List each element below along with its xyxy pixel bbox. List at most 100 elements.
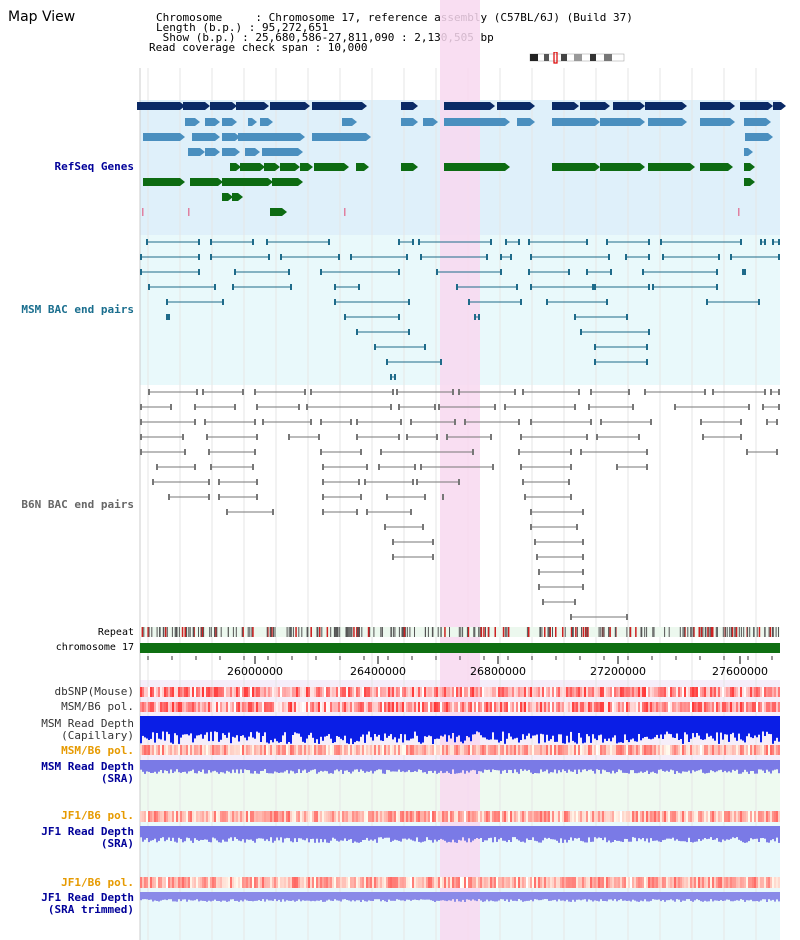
chromosome-ideogram[interactable] — [528, 52, 628, 64]
repeat-mark — [310, 627, 312, 637]
jf1-depth-bar — [188, 826, 190, 839]
msm-b6-pol2-heat-cell — [158, 745, 160, 755]
jf1-b6-pol2-heat-cell — [566, 877, 568, 888]
dbsnp-heat-cell — [660, 687, 662, 697]
b6n-bac-pair-end — [644, 389, 646, 395]
msm-capillary-depth-bar — [406, 716, 408, 741]
jf1-depth-bar — [500, 826, 502, 838]
msm-capillary-depth-bar — [214, 716, 216, 732]
b6n-bac-pair-end — [646, 464, 648, 470]
jf1-trimmed-depth-bar — [332, 892, 334, 901]
jf1-trimmed-depth-bar — [440, 892, 442, 901]
msm-b6-pol-heat-cell — [300, 702, 302, 712]
repeat-mark — [738, 627, 740, 637]
jf1-b6-pol-heat-cell — [764, 811, 766, 822]
msm-b6-pol-heat-cell — [632, 702, 634, 712]
repeat-mark — [220, 627, 222, 637]
jf1-b6-pol-heat-cell — [270, 811, 272, 822]
msm-b6-pol-heat-cell — [682, 702, 684, 712]
jf1-b6-pol2-heat-cell — [550, 877, 552, 888]
jf1-trimmed-depth-bar — [298, 892, 300, 900]
msm-b6-pol-heat-cell — [206, 702, 208, 712]
msm-b6-pol2-heat-cell — [726, 745, 728, 755]
msm-b6-pol2-heat-cell — [358, 745, 360, 755]
msm-sra-depth-bar — [290, 760, 292, 771]
jf1-trimmed-depth-bar — [148, 892, 150, 900]
jf1-b6-pol2-heat-cell — [274, 877, 276, 888]
msm-b6-pol2-heat-cell — [262, 745, 264, 755]
jf1-b6-pol-heat-cell — [648, 811, 650, 822]
refseq-marker — [738, 208, 740, 216]
msm-sra-depth-bar — [384, 760, 386, 774]
dbsnp-heat-cell — [598, 687, 600, 697]
jf1-trimmed-depth-bar — [484, 892, 486, 902]
msm-capillary-depth-bar — [248, 716, 250, 737]
jf1-b6-pol2-heat-cell — [680, 877, 682, 888]
msm-capillary-depth-bar — [366, 716, 368, 735]
msm-b6-pol2-heat-cell — [232, 745, 234, 755]
jf1-b6-pol-heat-cell — [768, 811, 770, 822]
msm-b6-pol-heat-cell — [602, 702, 604, 712]
jf1-trimmed-depth-bar — [562, 892, 564, 901]
jf1-depth-bar — [282, 826, 284, 843]
jf1-trimmed-depth-bar — [658, 892, 660, 900]
jf1-trimmed-depth-bar — [492, 892, 494, 902]
msm-bac-pair-end — [606, 299, 608, 305]
msm-capillary-depth-bar — [434, 716, 436, 740]
jf1-b6-pol-heat-cell — [280, 811, 282, 822]
msm-capillary-depth-bar — [260, 716, 262, 742]
gene-feature — [262, 148, 298, 156]
msm-sra-depth-bar — [660, 760, 662, 770]
msm-b6-pol2-heat-cell — [460, 745, 462, 755]
msm-b6-pol-heat-cell — [444, 702, 446, 712]
jf1-b6-pol-heat-cell — [198, 811, 200, 822]
msm-b6-pol2-heat-cell — [302, 745, 304, 755]
dbsnp-heat-cell — [732, 687, 734, 697]
jf1-trimmed-depth-bar — [720, 892, 722, 901]
msm-b6-pol2-heat-cell — [256, 745, 258, 755]
jf1-b6-pol2-heat-cell — [578, 877, 580, 888]
dbsnp-heat-cell — [268, 687, 270, 697]
dbsnp-heat-cell — [374, 687, 376, 697]
msm-capillary-depth-bar — [720, 716, 722, 733]
jf1-b6-pol-heat-cell — [596, 811, 598, 822]
b6n-bac-pair-end — [386, 494, 388, 500]
gene-feature — [205, 148, 215, 156]
msm-b6-pol2-heat-cell — [364, 745, 366, 755]
msm-sra-depth-bar — [382, 760, 384, 774]
msm-capillary-depth-bar — [762, 716, 764, 732]
msm-b6-pol-heat-cell — [570, 702, 572, 712]
jf1-b6-pol2-heat-cell — [396, 877, 398, 888]
jf1-depth-bar — [468, 826, 470, 839]
jf1-depth-bar — [196, 826, 198, 840]
dbsnp-heat-cell — [470, 687, 472, 697]
msm-capillary-depth-bar — [382, 716, 384, 741]
dbsnp-heat-cell — [522, 687, 524, 697]
jf1-b6-pol-heat-cell — [622, 811, 624, 822]
jf1-b6-pol-heat-cell — [618, 811, 620, 822]
msm-sra-depth-bar — [624, 760, 626, 773]
gene-feature — [312, 133, 366, 141]
msm-capillary-depth-bar — [564, 716, 566, 744]
msm-b6-pol2-heat-cell — [650, 745, 652, 755]
msm-capillary-depth-bar — [664, 716, 666, 735]
jf1-b6-pol-heat-cell — [472, 811, 474, 822]
jf1-b6-pol-heat-cell — [366, 811, 368, 822]
jf1-b6-pol2-heat-cell — [692, 877, 694, 888]
msm-sra-depth-bar — [186, 760, 188, 774]
msm-b6-pol-heat-cell — [178, 702, 180, 712]
msm-capillary-depth-bar — [364, 716, 366, 743]
jf1-depth-bar — [246, 826, 248, 840]
jf1-b6-pol2-heat-cell — [356, 877, 358, 888]
jf1-b6-pol2-heat-cell — [626, 877, 628, 888]
msm-sra-depth-bar — [738, 760, 740, 774]
repeat-mark — [348, 627, 350, 637]
msm-capillary-depth-bar — [472, 716, 474, 735]
msm-b6-pol-heat-cell — [548, 702, 550, 712]
jf1-depth-bar — [414, 826, 416, 842]
msm-capillary-depth-bar — [310, 716, 312, 733]
jf1-trimmed-depth-bar — [690, 892, 692, 901]
jf1-b6-pol-heat-cell — [188, 811, 190, 822]
msm-capillary-depth-bar — [630, 716, 632, 740]
